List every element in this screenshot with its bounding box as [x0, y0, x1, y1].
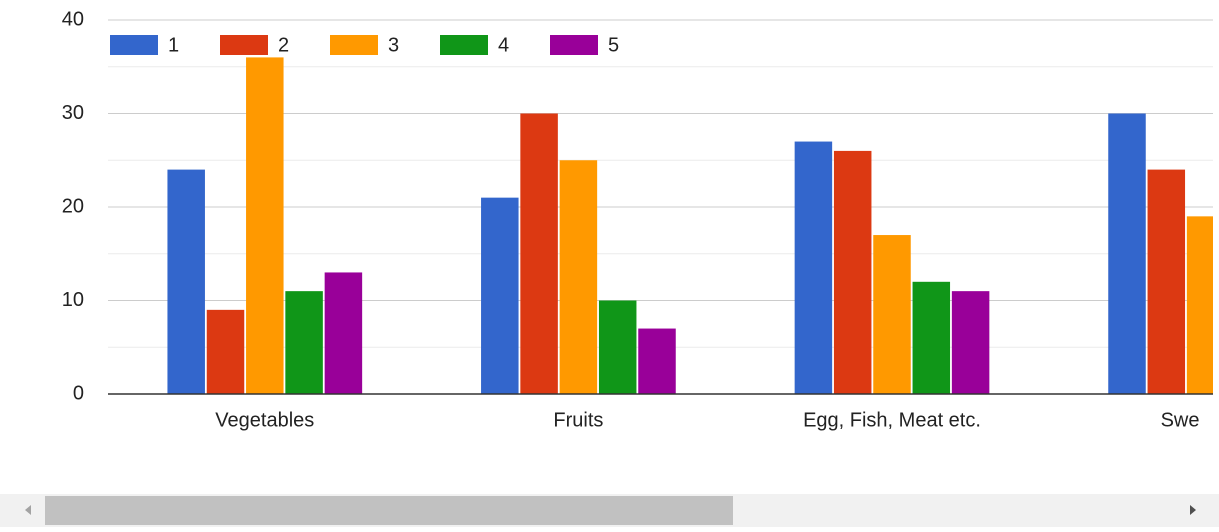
- legend-label: 4: [498, 34, 509, 56]
- legend-swatch: [330, 35, 378, 55]
- bar: [638, 328, 676, 394]
- bar: [206, 309, 245, 394]
- bar: [951, 291, 990, 394]
- y-tick-label: 10: [62, 289, 84, 311]
- bar: [481, 197, 519, 394]
- bar: [520, 113, 558, 394]
- legend-label: 1: [168, 34, 179, 56]
- plot-area: 0 10 20 30 40 1 2 3 4 5 Vegetables Fruits Egg, Fish,…: [62, 8, 1213, 431]
- bar: [167, 169, 205, 394]
- x-tick-label: Vegetables: [215, 409, 314, 431]
- bar: [598, 300, 637, 394]
- y-tick-label: 20: [62, 195, 84, 217]
- bar: [324, 272, 363, 394]
- x-tick-label: Egg, Fish, Meat etc.: [803, 409, 981, 431]
- x-tick-label: Fruits: [553, 409, 603, 431]
- scroll-left-arrow[interactable]: [25, 505, 31, 515]
- legend-label: 2: [278, 34, 289, 56]
- legend-swatch: [550, 35, 598, 55]
- y-tick-label: 0: [73, 382, 84, 404]
- bar: [873, 235, 911, 394]
- bar: [794, 141, 833, 394]
- bar: [285, 291, 323, 394]
- scroll-right-arrow[interactable]: [1190, 505, 1196, 515]
- y-tick-label: 40: [62, 8, 84, 30]
- legend-label: 3: [388, 34, 399, 56]
- legend-swatch: [110, 35, 158, 55]
- bar: [1108, 113, 1146, 394]
- bar: [246, 57, 284, 395]
- bar: [833, 150, 872, 394]
- scrollbar-thumb[interactable]: [45, 496, 733, 525]
- legend-swatch: [220, 35, 268, 55]
- bar: [1186, 216, 1213, 394]
- y-tick-label: 30: [62, 102, 84, 124]
- bar: [559, 160, 598, 394]
- x-tick-label: Swe: [1161, 409, 1200, 431]
- bar: [1147, 169, 1186, 394]
- legend-swatch: [440, 35, 488, 55]
- bar: [912, 281, 951, 394]
- legend-label: 5: [608, 34, 619, 56]
